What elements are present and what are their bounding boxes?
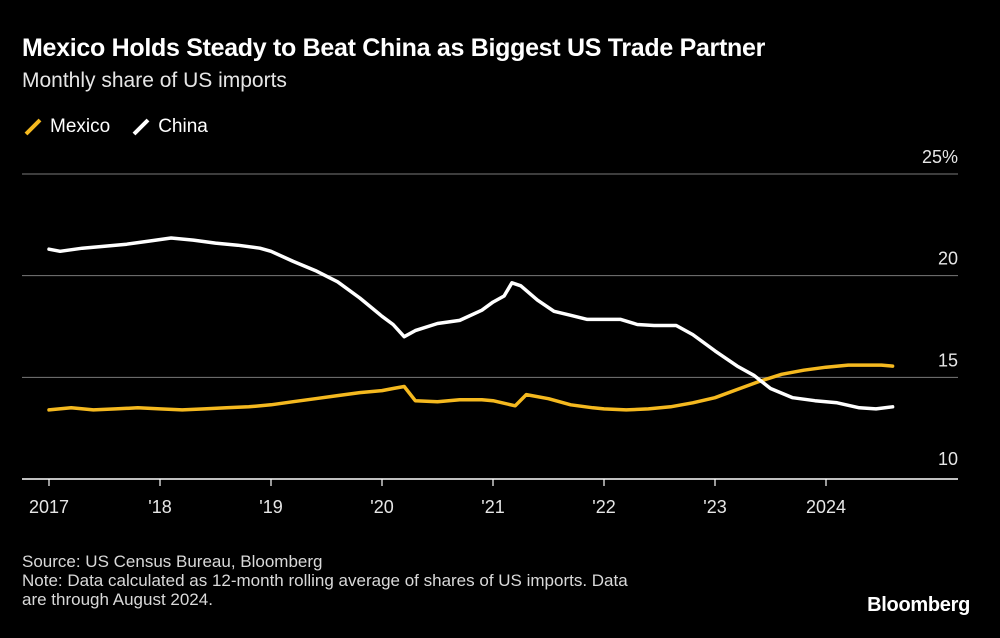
series-lines bbox=[47, 236, 895, 412]
legend-label-mexico: Mexico bbox=[50, 116, 111, 137]
grid-lines bbox=[22, 173, 958, 378]
legend: Mexico China bbox=[22, 116, 228, 138]
y-axis-labels: 25% 20 15 10 bbox=[922, 147, 958, 469]
x-tick-label-2021: '21 bbox=[481, 497, 504, 517]
x-axis: 2017 '18 '19 '20 '21 '22 '23 2024 bbox=[22, 478, 958, 517]
x-tick-label-2017: 2017 bbox=[29, 497, 69, 517]
x-tick-label-2024: 2024 bbox=[806, 497, 846, 517]
x-tick-label-2019: '19 bbox=[259, 497, 282, 517]
y-tick-label-20: 20 bbox=[938, 249, 958, 269]
legend-item-china: China bbox=[130, 116, 208, 138]
legend-swatch-mexico bbox=[24, 118, 42, 136]
y-tick-label-15: 15 bbox=[938, 350, 958, 370]
footer: Source: US Census Bureau, Bloomberg Note… bbox=[22, 552, 628, 609]
x-tick-label-2018: '18 bbox=[148, 497, 171, 517]
series-line-mexico bbox=[47, 363, 895, 412]
data-note-line-1: Note: Data calculated as 12-month rollin… bbox=[22, 571, 628, 590]
source-note: Source: US Census Bureau, Bloomberg bbox=[22, 552, 323, 571]
x-tick-label-2020: '20 bbox=[370, 497, 393, 517]
y-tick-label-10: 10 bbox=[938, 449, 958, 469]
x-tick-label-2023: '23 bbox=[703, 497, 726, 517]
x-tick-label-2022: '22 bbox=[592, 497, 615, 517]
data-note-line-2: are through August 2024. bbox=[22, 590, 213, 609]
y-tick-label-25: 25% bbox=[922, 147, 958, 167]
series-line-china bbox=[47, 236, 895, 411]
legend-swatch-china bbox=[132, 118, 150, 136]
bloomberg-logo: Bloomberg bbox=[867, 594, 970, 616]
chart-subtitle: Monthly share of US imports bbox=[22, 69, 287, 92]
chart-title: Mexico Holds Steady to Beat China as Big… bbox=[22, 34, 766, 62]
legend-label-china: China bbox=[158, 116, 208, 137]
legend-item-mexico: Mexico bbox=[22, 116, 110, 138]
